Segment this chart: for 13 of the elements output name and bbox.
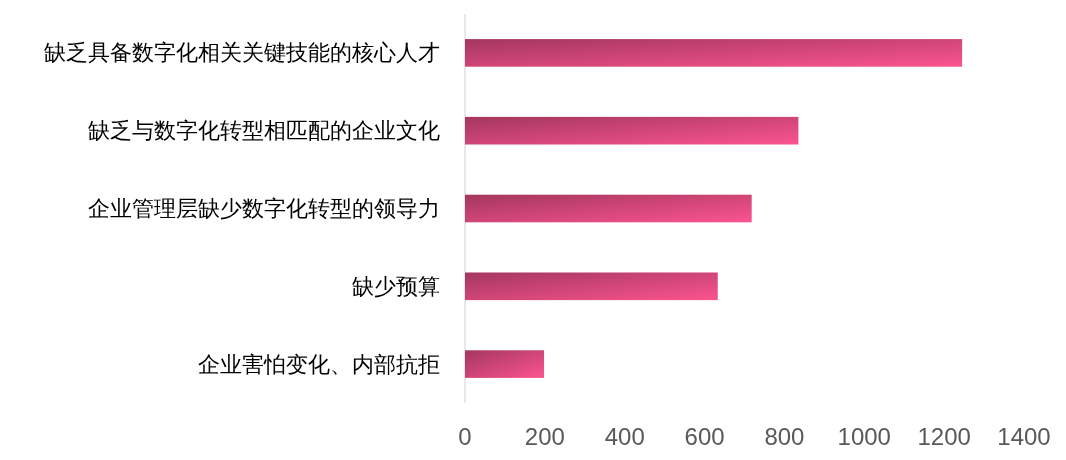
x-tick-label: 0 <box>458 423 472 450</box>
y-tick-label: 企业害怕变化、内部抗拒 <box>198 351 440 377</box>
x-tick-label: 1200 <box>917 423 971 450</box>
x-tick-label: 400 <box>604 423 645 450</box>
x-tick-label: 200 <box>524 423 565 450</box>
x-tick-label: 800 <box>764 423 805 450</box>
x-tick-label: 1400 <box>997 423 1051 450</box>
x-tick-label: 1000 <box>837 423 891 450</box>
x-tick-label: 600 <box>684 423 725 450</box>
y-tick-label: 企业管理层缺少数字化转型的领导力 <box>88 196 440 221</box>
y-tick-label: 缺乏具备数字化相关关键技能的核心人才 <box>44 40 440 66</box>
y-tick-label: 缺少预算 <box>352 273 440 299</box>
y-tick-label: 缺乏与数字化转型相匹配的企业文化 <box>88 118 440 144</box>
